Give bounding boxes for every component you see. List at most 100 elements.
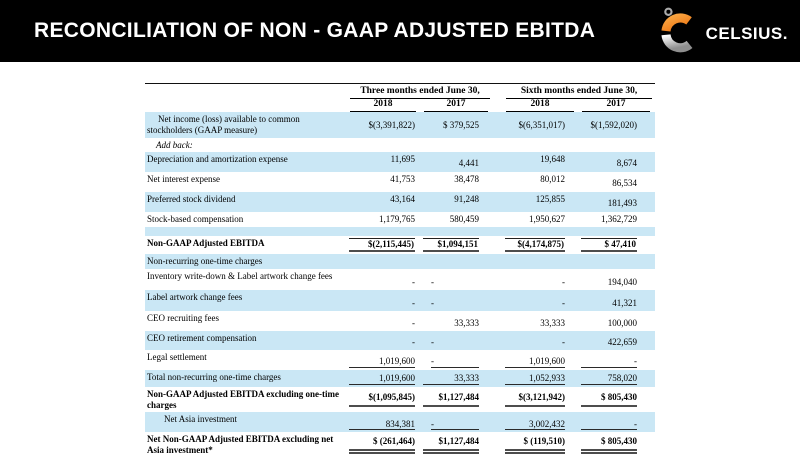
cell-value: $1,127,484 bbox=[421, 387, 493, 412]
column-gap bbox=[493, 412, 504, 433]
table-row: Preferred stock dividend 43,164 91,248 125,… bbox=[145, 192, 656, 213]
cell-value bbox=[503, 138, 579, 153]
column-gap bbox=[493, 350, 503, 370]
column-gap bbox=[493, 138, 503, 153]
cell-value: 19,648 bbox=[503, 152, 580, 173]
row-label: Depreciation and amortization expense bbox=[145, 152, 347, 173]
cell-value: $1,094,151 bbox=[421, 236, 493, 255]
cell-value: 33,333 bbox=[421, 370, 494, 388]
year-col-3: 2018 bbox=[503, 99, 579, 113]
column-gap bbox=[493, 269, 503, 290]
table-row: Legal settlement 1,019,600-1,019,600- bbox=[145, 350, 655, 370]
page-title: RECONCILIATION OF NON - GAAP ADJUSTED EB… bbox=[34, 19, 596, 42]
cell-value: 41,321 bbox=[579, 290, 656, 312]
column-gap bbox=[493, 290, 504, 312]
title-bar: RECONCILIATION OF NON - GAAP ADJUSTED EB… bbox=[0, 0, 800, 62]
cell-value: $1,127,484 bbox=[421, 432, 493, 457]
celsius-logo-text: CELSIUS. bbox=[705, 24, 788, 43]
column-gap bbox=[493, 254, 504, 270]
table-row: CEO recruiting fees - 33,333 33,333 100,000 bbox=[145, 311, 655, 331]
row-label: Legal settlement bbox=[147, 352, 207, 363]
cell-value: 86,534 bbox=[612, 178, 638, 189]
cell-value: 125,855 bbox=[503, 192, 580, 213]
cell-value: 41,753 bbox=[390, 174, 415, 185]
header-spacer bbox=[145, 99, 347, 112]
column-gap bbox=[493, 236, 503, 255]
cell-value: 80,012 bbox=[540, 174, 566, 185]
year-col-1: 2018 bbox=[347, 99, 421, 113]
row-label: Non-recurring one-time charges bbox=[145, 254, 347, 270]
cell-value: - bbox=[503, 331, 580, 351]
cell-value: 33,333 bbox=[454, 318, 480, 329]
cell-value: - bbox=[431, 277, 434, 288]
cell-value: 11,695 bbox=[347, 152, 421, 173]
cell-value: - bbox=[503, 290, 580, 312]
cell-value: 43,164 bbox=[347, 192, 421, 213]
col-group-three-months-label: Three months ended June 30, bbox=[350, 85, 491, 100]
cell-value: 38,478 bbox=[454, 174, 480, 185]
cell-value bbox=[347, 226, 421, 236]
cell-value bbox=[503, 254, 580, 270]
cell-value: 1,950,627 bbox=[529, 214, 566, 225]
table-row: Net income (loss) available to common st… bbox=[145, 112, 656, 138]
table-row: Non-GAAP Adjusted EBITDA excluding one-t… bbox=[145, 387, 655, 412]
column-gap bbox=[493, 99, 503, 112]
row-label: Net Non-GAAP Adjusted EBITDA excluding n… bbox=[147, 434, 334, 455]
cell-value bbox=[579, 226, 656, 236]
cell-value: $(2,115,445) bbox=[347, 236, 421, 255]
table-header-years: 2018 2017 2018 2017 bbox=[145, 99, 655, 113]
cell-value: 33,333 bbox=[540, 318, 566, 329]
cell-value: $(3,391,822) bbox=[347, 112, 421, 138]
cell-value: 91,248 bbox=[421, 192, 494, 213]
column-gap bbox=[493, 112, 504, 138]
ebitda-table: Three months ended June 30, Sixth months… bbox=[145, 83, 656, 458]
cell-value: 100,000 bbox=[607, 318, 638, 329]
column-gap bbox=[493, 83, 504, 100]
cell-value: $ (119,510) bbox=[503, 432, 579, 457]
cell-value bbox=[421, 254, 494, 270]
cell-value: $ 379,525 bbox=[421, 112, 494, 138]
spacer-row bbox=[145, 226, 656, 236]
cell-value: $(1,592,020) bbox=[579, 112, 656, 138]
cell-value: $ 805,430 bbox=[579, 387, 655, 412]
row-label: Total non-recurring one-time charges bbox=[145, 370, 347, 388]
header-spacer bbox=[145, 83, 347, 100]
col-group-six-months-label: Sixth months ended June 30, bbox=[506, 85, 653, 100]
col-group-six-months: Sixth months ended June 30, bbox=[503, 83, 656, 100]
table-row: Net interest expense 41,753 38,478 80,012 86… bbox=[145, 172, 655, 192]
column-gap bbox=[493, 212, 503, 227]
cell-value bbox=[503, 226, 580, 236]
cell-value: - bbox=[421, 331, 494, 351]
row-label: Add back: bbox=[156, 139, 193, 150]
table-row: Total non-recurring one-time charges 1,01… bbox=[145, 370, 656, 388]
table-header-groups: Three months ended June 30, Sixth months… bbox=[145, 83, 656, 100]
row-label: Non-GAAP Adjusted EBITDA excluding one-t… bbox=[147, 389, 340, 410]
cell-value: $ 47,410 bbox=[579, 236, 655, 255]
cell-value: - bbox=[347, 290, 421, 312]
cell-value: - bbox=[579, 350, 655, 370]
cell-value: 1,019,600 bbox=[503, 350, 579, 370]
col-group-three-months: Three months ended June 30, bbox=[347, 83, 494, 100]
table-row: Add back: bbox=[145, 138, 655, 153]
cell-value: $(6,351,017) bbox=[503, 112, 580, 138]
column-gap bbox=[493, 331, 504, 351]
column-gap bbox=[493, 172, 503, 192]
cell-value: $ (261,464) bbox=[347, 432, 421, 457]
cell-value: 580,459 bbox=[449, 214, 480, 225]
cell-value: 1,019,600 bbox=[347, 370, 421, 388]
celsius-c-icon bbox=[661, 7, 693, 53]
cell-value: - bbox=[421, 412, 494, 433]
year-col-2: 2017 bbox=[421, 99, 493, 113]
year-col-4: 2017 bbox=[579, 99, 655, 113]
cell-value: 4,441 bbox=[421, 152, 494, 173]
cell-value: 758,020 bbox=[579, 370, 656, 388]
cell-value: $ 805,430 bbox=[579, 432, 655, 457]
cell-value bbox=[579, 254, 656, 270]
cell-value: 834,381 bbox=[347, 412, 421, 433]
cell-value: - bbox=[412, 277, 415, 288]
cell-value: 194,040 bbox=[607, 277, 638, 288]
row-label: Non-GAAP Adjusted EBITDA bbox=[147, 237, 265, 248]
table-row: Inventory write-down & Label artwork cha… bbox=[145, 269, 655, 290]
row-label: CEO recruiting fees bbox=[147, 313, 219, 324]
cell-value: 1,179,765 bbox=[379, 214, 415, 225]
